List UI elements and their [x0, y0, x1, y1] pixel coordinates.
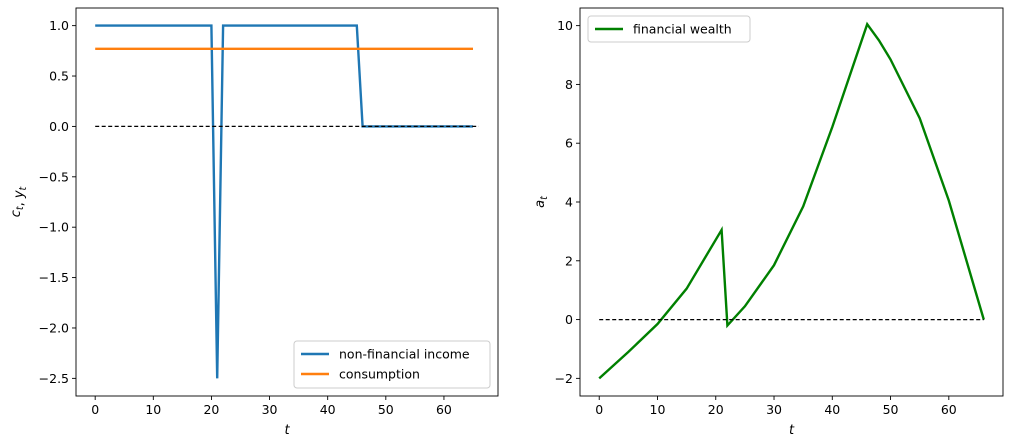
- x-tick-label: 0: [595, 402, 603, 417]
- x-tick-label: 50: [883, 402, 899, 417]
- legend-box: [293, 340, 491, 389]
- x-tick-label: 60: [941, 402, 957, 417]
- legend: non-financial income consumption: [293, 340, 491, 389]
- x-axis-label: t: [789, 423, 795, 438]
- y-tick-label: 4: [565, 195, 573, 210]
- y-tick-label: −2.0: [39, 320, 69, 335]
- y-tick-label: −0.5: [39, 169, 69, 184]
- legend: financial wealth: [587, 15, 751, 43]
- y-tick-label: 6: [565, 136, 573, 151]
- x-tick-label: 30: [766, 402, 782, 417]
- y-tick-label: −1.5: [39, 270, 69, 285]
- right-chart-panel: 0 10 20 30 40 50 60 −2 0 2 4 6 8 10 t at financial wealt…: [533, 7, 1004, 438]
- legend-label: financial wealth: [633, 22, 732, 37]
- x-tick-label: 40: [824, 402, 840, 417]
- x-tick-label: 20: [708, 402, 724, 417]
- y-tick-label: −2.5: [39, 371, 69, 386]
- x-tick-label: 0: [91, 402, 99, 417]
- x-axis-label: t: [284, 423, 290, 438]
- y-tick-label: 1.0: [49, 18, 69, 33]
- x-tick-label: 30: [262, 402, 278, 417]
- x-tick-label: 20: [203, 402, 219, 417]
- legend-label: non-financial income: [339, 347, 470, 362]
- y-axis-label: at: [533, 195, 550, 208]
- y-tick-label: −2: [555, 371, 573, 386]
- legend-label: consumption: [339, 367, 420, 382]
- x-tick-label: 10: [145, 402, 161, 417]
- series-line-non-financial-income: [95, 24, 473, 379]
- x-tick-label: 60: [436, 402, 452, 417]
- y-tick-label: 10: [557, 18, 573, 33]
- series-line-financial-wealth: [598, 21, 985, 380]
- y-axis-label: ct, yt: [9, 185, 29, 217]
- x-tick-label: 50: [378, 402, 394, 417]
- y-tick-label: 0: [565, 312, 573, 327]
- y-tick-label: 0.0: [49, 119, 69, 134]
- x-tick-label: 10: [650, 402, 666, 417]
- x-tick-label: 40: [320, 402, 336, 417]
- plot-frame: [75, 7, 499, 397]
- legend-box: [587, 15, 751, 43]
- y-tick-label: 2: [565, 253, 573, 268]
- y-tick-label: 0.5: [49, 69, 69, 84]
- left-chart-panel: 0 10 20 30 40 50 60 1.0 0.5 0.0 −0.5 −1.0 −1.5 −2.0 −2…: [9, 7, 499, 438]
- y-tick-label: 8: [565, 77, 573, 92]
- y-tick-label: −1.0: [39, 220, 69, 235]
